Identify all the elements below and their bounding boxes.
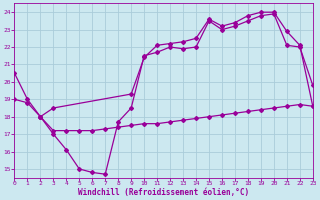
X-axis label: Windchill (Refroidissement éolien,°C): Windchill (Refroidissement éolien,°C) (78, 188, 249, 197)
